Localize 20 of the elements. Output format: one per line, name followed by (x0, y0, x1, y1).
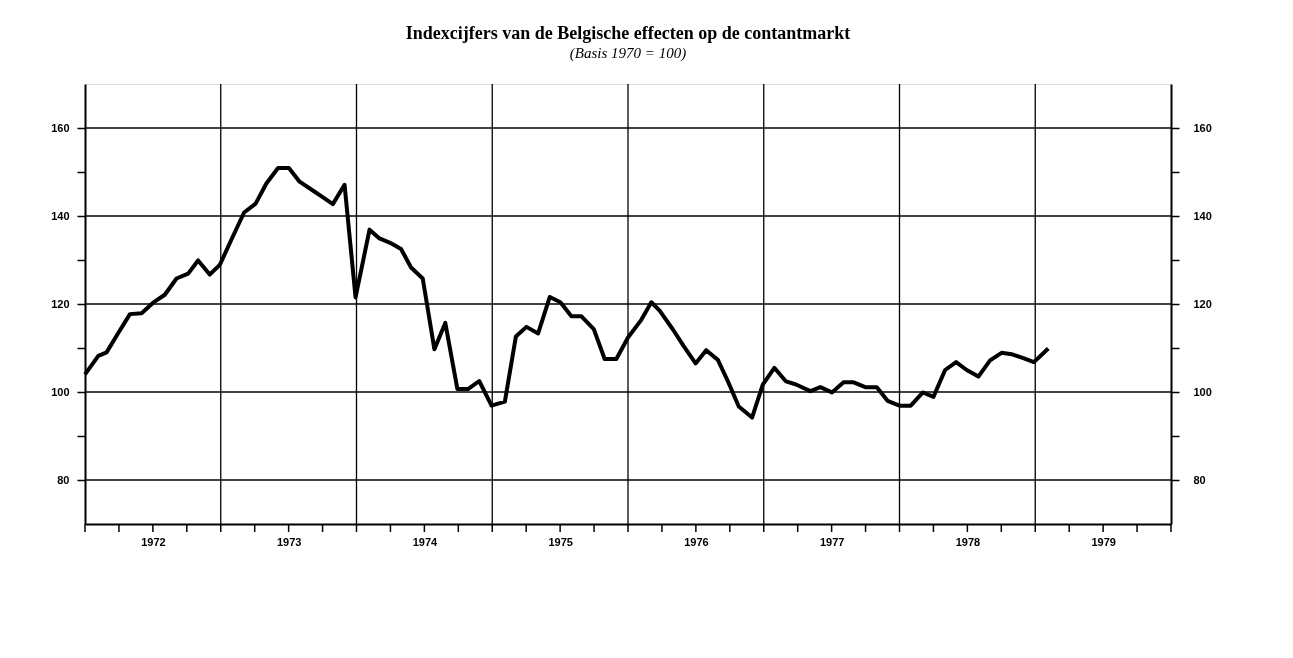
chart-subtitle: (Basis 1970 = 100) (569, 45, 687, 63)
y-tick-label: 80 (57, 473, 70, 486)
y-tick-label: 140 (51, 209, 70, 222)
x-tick-label: 1976 (684, 535, 709, 548)
y2-tick-label: 160 (1193, 121, 1212, 134)
x-tick-label: 1972 (141, 535, 166, 548)
y2-tick-label: 120 (1193, 297, 1212, 310)
y-tick-label: 100 (51, 385, 70, 398)
x-tick-label: 1979 (1091, 535, 1116, 548)
y2-tick-label: 140 (1193, 209, 1212, 222)
x-tick-label: 1975 (548, 535, 573, 548)
y-tick-label: 120 (51, 297, 70, 310)
x-tick-label: 1977 (819, 535, 845, 548)
y2-tick-label: 80 (1193, 473, 1206, 486)
y-tick-label: 160 (51, 121, 70, 134)
x-tick-label: 1973 (276, 535, 302, 548)
x-tick-label: 1978 (955, 535, 981, 548)
x-tick-label: 1974 (412, 535, 438, 548)
chart-title: Indexcijfers van de Belgische effecten op de contantmarkt (405, 23, 851, 44)
y2-tick-label: 100 (1193, 385, 1212, 398)
